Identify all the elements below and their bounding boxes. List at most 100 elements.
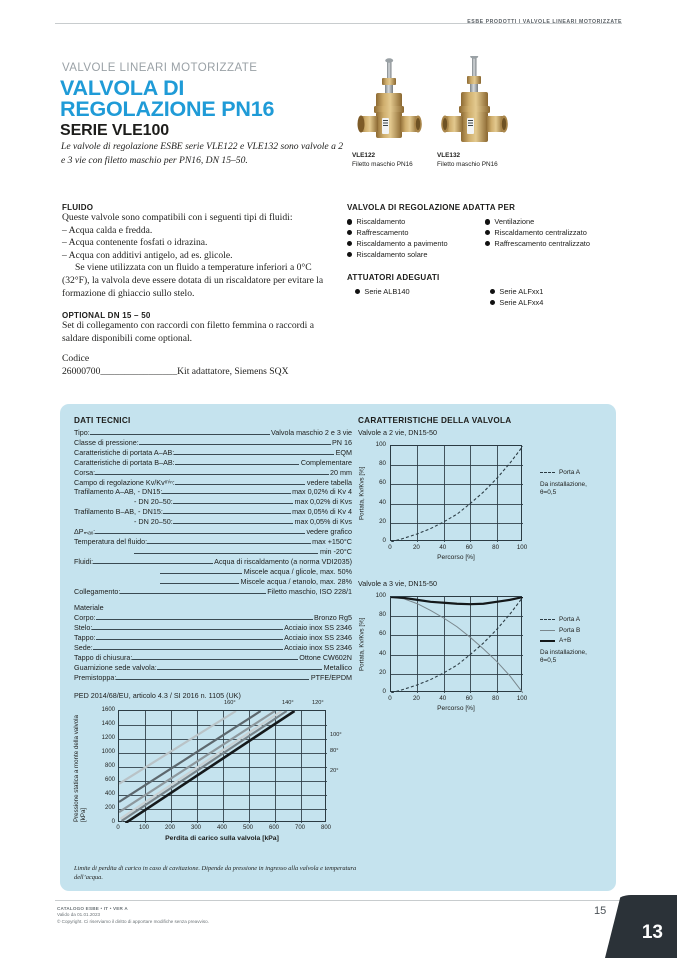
chart-2way-title: Valvole a 2 vie, DN15-50 <box>358 428 437 437</box>
x-tick: 60 <box>465 695 473 702</box>
codice-row: 26000700 ________________ Kit adattatore… <box>62 366 337 379</box>
spec-label: Tipo: <box>74 428 90 437</box>
actuators-heading: ATTUATORI ADEGUATI <box>347 272 440 282</box>
technical-data-heading: DATI TECNICI <box>74 416 131 425</box>
spec-value: max +150°C <box>312 536 352 546</box>
application-label: Riscaldamento a pavimento <box>356 238 448 248</box>
x-tick: 80 <box>492 695 500 702</box>
right-text-column: VALVOLA DI REGOLAZIONE ADATTA PER Riscal… <box>347 203 627 308</box>
product-vle132: VLE132 Filetto maschio PN16 <box>437 54 515 169</box>
spec-label: - DN 20–50: <box>134 517 173 527</box>
spec-value: min -20°C <box>319 546 352 556</box>
y-tick: 0 <box>382 688 386 695</box>
y-tick: 400 <box>104 790 115 797</box>
bullet-dot-icon <box>347 241 353 247</box>
bullet-dot-icon <box>355 288 361 295</box>
spec-label: ΔPₘₐₓ: <box>74 527 96 537</box>
spec-row: Trafilamento A–AB, - DN15: max 0,02% di K… <box>74 487 352 497</box>
fluido-note: Se viene utilizzata con un fluido a temp… <box>62 262 324 299</box>
bullet-dot-icon <box>485 241 491 247</box>
spec-label: Caratteristiche di portata A–AB: <box>74 447 175 457</box>
application-item: Riscaldamento centralizzato <box>485 228 627 238</box>
spec-label: Tappo: <box>74 633 96 643</box>
legend-entry: Porta A <box>540 469 603 476</box>
applications-heading: VALVOLA DI REGOLAZIONE ADATTA PER <box>347 203 516 212</box>
product-vle132-caption: VLE132 Filetto maschio PN16 <box>437 152 515 169</box>
fluido-item-0: – Acqua calda e fredda. <box>62 224 153 236</box>
actuator-label: Serie ALB140 <box>364 286 410 296</box>
spec-value: max 0,05% di Kv 4 <box>292 507 352 517</box>
legend-black-line-icon <box>540 639 555 642</box>
spec-leader <box>174 458 300 465</box>
spec-value: Acqua di riscaldamento (a norma VDI2035) <box>214 556 352 566</box>
application-item: Riscaldamento a pavimento <box>347 239 485 249</box>
y-tick: 1600 <box>101 706 115 713</box>
spec-label: - DN 20–50: <box>134 497 173 507</box>
y-tick: 60 <box>379 479 386 487</box>
spec-leader <box>172 497 293 505</box>
x-tick: 80 <box>492 544 500 551</box>
spec-row: Caratteristiche di portata B–AB: Compleme… <box>74 458 352 468</box>
spec-value: Ottone CW602N <box>299 652 352 662</box>
chart-3way-title: Valvole a 3 vie, DN15-50 <box>358 579 437 588</box>
actuator-item: Serie ALB140 <box>355 287 487 297</box>
page-title-line1: VALVOLA DI <box>60 76 185 100</box>
spec-label: Stelo: <box>74 623 93 633</box>
valve-characteristics-section: CARATTERISTICHE DELLA VALVOLA Valvole a … <box>358 416 603 716</box>
spec-leader <box>95 613 313 621</box>
legend-label: Porta B <box>559 626 581 634</box>
page-title: VALVOLA DI REGOLAZIONE PN16 <box>60 76 360 120</box>
codice-number: 26000700 <box>62 365 101 377</box>
spec-leader <box>162 507 291 515</box>
spec-row: Corsa: 20 mm <box>74 468 352 478</box>
application-label: Raffrescamento centralizzato <box>494 238 590 248</box>
footer-divider <box>55 900 622 901</box>
spec-value: vedere tabella <box>306 477 352 487</box>
spec-row: Campo di regolazione Kv/Kvᵐⁱⁿ: vedere tab… <box>74 478 352 488</box>
temp-label: 80° <box>330 748 339 754</box>
spec-value: vedere grafico <box>306 527 352 537</box>
chapter-tab: 13 <box>605 895 677 958</box>
chart-2way-annotation: Da installazione, θ=0,5 <box>540 481 587 496</box>
x-tick: 600 <box>268 825 280 831</box>
product-vle122: VLE122 Filetto maschio PN16 <box>352 56 430 169</box>
chart-2way-plot-area <box>390 445 523 542</box>
y-tick: 1200 <box>101 734 115 741</box>
spec-row: - DN 20–50: max 0,02% di Kvs <box>74 497 352 507</box>
product-images: VLE122 Filetto maschio PN16 <box>352 54 552 176</box>
spec-row: min -20°C <box>74 547 352 557</box>
spec-value: Acciaio inox SS 2346 <box>284 643 352 653</box>
cavitation-curves <box>119 711 327 823</box>
y-tick: 80 <box>379 460 386 468</box>
x-tick: 800 <box>320 825 332 831</box>
spec-label: Premistoppa: <box>74 672 117 682</box>
spec-leader <box>92 623 283 631</box>
actuators-col-2: Serie ALFxx1 Serie ALFxx4 <box>487 287 627 309</box>
spec-row: Miscele acqua / etanolo, max. 28% <box>74 577 352 587</box>
legend-gray-line-icon <box>540 629 555 631</box>
spec-label: Trafilamento B–AB, - DN15: <box>74 507 163 517</box>
page-header: ESBE PRODOTTI | VALVOLE LINEARI MOTORIZZ… <box>55 10 622 28</box>
valve-3way-icon <box>441 54 508 142</box>
actuator-item: Serie ALFxx1 <box>490 287 627 297</box>
spec-leader <box>174 448 335 455</box>
spec-label: Campo di regolazione Kv/Kvᵐⁱⁿ: <box>74 477 175 487</box>
legend-label: Porta A <box>559 469 580 476</box>
spec-label: Classe di pressione: <box>74 437 139 447</box>
bullet-dot-icon <box>347 230 353 236</box>
spec-leader <box>174 478 306 485</box>
x-tick: 100 <box>138 825 150 831</box>
product-vle132-name: VLE132 <box>437 152 461 159</box>
page-number: 15 <box>594 905 607 917</box>
x-tick: 0 <box>388 544 392 551</box>
charts-heading: CARATTERISTICHE DELLA VALVOLA <box>358 416 512 425</box>
actuator-label: Serie ALFxx4 <box>499 297 544 307</box>
spec-label: Sede: <box>74 643 93 653</box>
chart-2way: Portata, Kv/Kvs [%] 0 20 40 60 80 100 0 20 40 60 8… <box>358 441 603 565</box>
optional-text: Set di collegamento con raccordi con fil… <box>62 320 314 344</box>
spec-row: Trafilamento B–AB, - DN15: max 0,05% di K… <box>74 507 352 517</box>
actuator-item: Serie ALFxx4 <box>490 298 627 308</box>
chart-3way-plot-area <box>390 596 523 693</box>
spec-row: Miscele acqua / glicole, max. 50% <box>74 567 352 577</box>
spec-value: Miscele acqua / etanolo, max. 28% <box>240 576 352 586</box>
